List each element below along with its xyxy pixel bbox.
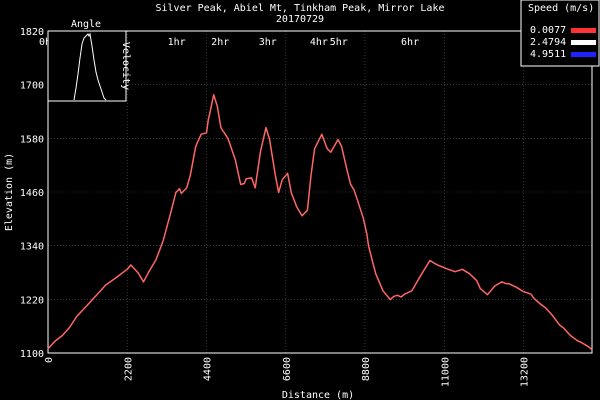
x-tick-label: 4400 <box>203 357 214 381</box>
legend-title: Speed (m/s) <box>528 3 594 14</box>
legend: Speed (m/s) 0.0077 2.4794 4.9511 <box>520 0 600 67</box>
y-tick-label: 1820 <box>20 27 44 38</box>
x-tick-label: 11000 <box>440 357 451 387</box>
legend-entry-label: 4.9511 <box>530 49 566 60</box>
time-tick-label: 2hr <box>211 37 229 48</box>
x-tick-label: 13200 <box>520 357 531 387</box>
inset-panel: Angle Velocity <box>47 19 131 102</box>
time-tick-label: 4hr <box>310 37 328 48</box>
y-tick-label: 1460 <box>20 188 44 199</box>
x-tick-label: 8800 <box>361 357 372 381</box>
x-tick-label: 6600 <box>282 357 293 381</box>
y-axis-label: Elevation (m) <box>4 153 15 231</box>
legend-swatch <box>571 52 596 57</box>
x-tick-label: 15400 <box>599 357 600 387</box>
x-tick-labels: 0 2200 4400 6600 8800 11000 13200 15400 <box>44 357 600 387</box>
legend-swatch <box>571 28 596 33</box>
inset-title: Angle <box>71 19 101 30</box>
legend-entry-label: 0.0077 <box>530 25 566 36</box>
plot-frame <box>47 30 593 354</box>
y-tick-label: 1220 <box>20 295 44 306</box>
time-tick-label: 5hr <box>330 37 348 48</box>
legend-entry-label: 2.4794 <box>530 37 566 48</box>
inset-ylabel: Velocity <box>120 42 131 90</box>
y-tick-label: 1100 <box>20 349 44 360</box>
y-tick-label: 1700 <box>20 81 44 92</box>
x-axis-label: Distance (m) <box>282 390 354 400</box>
y-tick-labels: 1100 1220 1340 1460 1580 1700 1820 <box>20 27 44 360</box>
elevation-series-line <box>47 94 593 351</box>
inset-frame <box>47 30 127 102</box>
y-tick-label: 1340 <box>20 242 44 253</box>
time-tick-label: 6hr <box>401 37 419 48</box>
x-tick-label: 0 <box>44 357 55 363</box>
x-tick-label: 2200 <box>123 357 134 381</box>
y-tick-label: 1580 <box>20 134 44 145</box>
time-tick-label: 1hr <box>168 37 186 48</box>
chart-subtitle: 20170729 <box>276 14 324 25</box>
chart-title: Silver Peak, Abiel Mt, Tinkham Peak, Mir… <box>156 3 445 14</box>
inset-curve <box>73 32 107 101</box>
legend-swatch <box>571 40 596 45</box>
time-tick-label: 3hr <box>259 37 277 48</box>
